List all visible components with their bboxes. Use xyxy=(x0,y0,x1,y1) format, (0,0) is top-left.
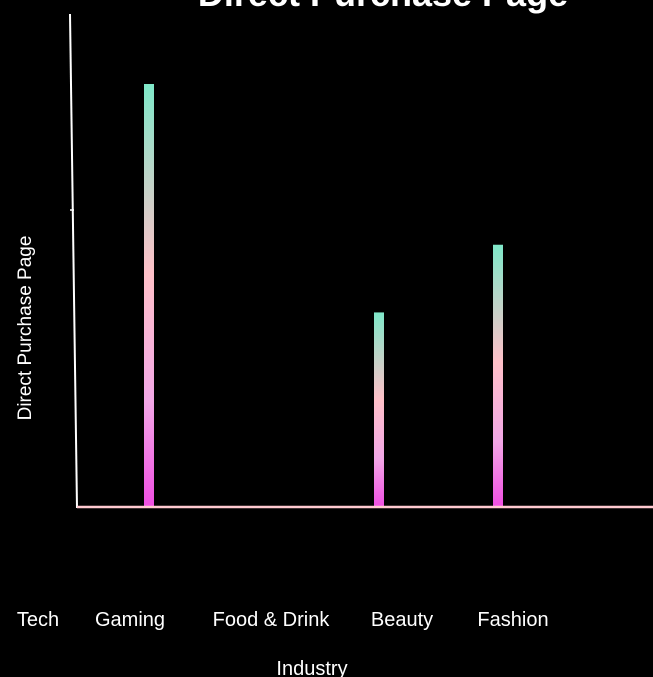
x-tick-labels: Tech Gaming Food & Drink Beauty Fashion xyxy=(17,609,549,631)
bars-group xyxy=(144,84,503,508)
x-tick-label: Fashion xyxy=(477,609,548,631)
y-axis-label: Direct Purchase Page xyxy=(15,236,36,421)
bar-gaming xyxy=(144,84,154,507)
bar-fashion xyxy=(493,244,503,508)
bar-beauty xyxy=(374,312,384,507)
chart-title: Direct Purchase Page xyxy=(198,0,568,14)
x-tick-label: Tech xyxy=(17,609,59,631)
y-axis-line xyxy=(69,13,78,509)
x-tick-label: Beauty xyxy=(371,609,433,631)
x-tick-label: Gaming xyxy=(95,609,165,631)
x-axis-label: Industry xyxy=(276,658,347,677)
x-tick-label: Food & Drink xyxy=(213,609,331,631)
